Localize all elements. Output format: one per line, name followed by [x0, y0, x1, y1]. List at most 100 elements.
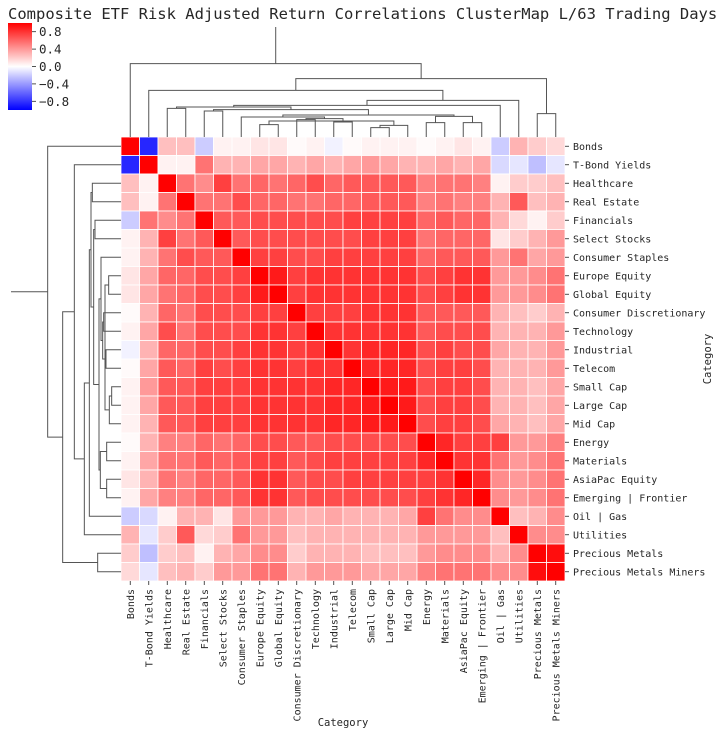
heatmap-cell-utilities--emerging-frontier: [472, 525, 492, 545]
heatmap-cell-emerging-frontier--industrial: [324, 488, 344, 508]
heatmap-cell-t-bond-yields--asiapac-equity: [453, 155, 473, 175]
heatmap-cell-precious-metals-miners--small-cap: [361, 562, 381, 582]
heatmap-cell-precious-metals-miners--utilities: [509, 562, 529, 582]
heatmap-cell-large-cap--energy: [416, 395, 436, 415]
heatmap-cell-oil-gas--mid-cap: [398, 506, 418, 526]
heatmap-cell-global-equity--consumer-discretionary: [287, 284, 307, 304]
heatmap-cell-small-cap--precious-metals: [527, 377, 547, 397]
heatmap-cell-small-cap--precious-metals-miners: [546, 377, 566, 397]
heatmap-cell-healthcare--precious-metals: [527, 173, 547, 193]
heatmap-cell-asiapac-equity--emerging-frontier: [472, 469, 492, 489]
heatmap-cell-small-cap--europe-equity: [250, 377, 270, 397]
heatmap-cell-t-bond-yields--precious-metals: [527, 155, 547, 175]
heatmap-cell-bonds--technology: [305, 136, 325, 156]
heatmap-cell-bonds--consumer-staples: [231, 136, 251, 156]
column-tick-label-utilities: Utilities: [514, 589, 525, 643]
heatmap-cell-utilities--t-bond-yields: [139, 525, 159, 545]
column-tick-label-bonds: Bonds: [126, 589, 137, 619]
column-tick-label-industrial: Industrial: [329, 589, 340, 649]
heatmap-cell-large-cap--materials: [435, 395, 455, 415]
heatmap-cell-utilities--large-cap: [379, 525, 399, 545]
heatmap-cell-precious-metals-miners--oil-gas: [490, 562, 510, 582]
heatmap-cell-t-bond-yields--large-cap: [379, 155, 399, 175]
heatmap-cell-real-estate--europe-equity: [250, 192, 270, 212]
heatmap-cell-mid-cap--asiapac-equity: [453, 414, 473, 434]
heatmap-cell-oil-gas--financials: [194, 506, 214, 526]
heatmap-cell-industrial--energy: [416, 340, 436, 360]
column-tick-label-healthcare: Healthcare: [163, 589, 174, 649]
heatmap-cell-asiapac-equity--select-stocks: [213, 469, 233, 489]
heatmap-cell-select-stocks--utilities: [509, 229, 529, 249]
heatmap-cell-materials--consumer-staples: [231, 451, 251, 471]
heatmap-cell-global-equity--global-equity: [268, 284, 288, 304]
heatmap-cell-bonds--small-cap: [361, 136, 381, 156]
heatmap-cell-consumer-staples--real-estate: [176, 247, 196, 267]
heatmap-cell-global-equity--real-estate: [176, 284, 196, 304]
row-tick-label-consumer-discretionary: Consumer Discretionary: [573, 308, 705, 319]
heatmap-cell-industrial--consumer-discretionary: [287, 340, 307, 360]
heatmap-cell-bonds--energy: [416, 136, 436, 156]
heatmap-cell-technology--energy: [416, 321, 436, 341]
column-dendrogram-link: [259, 124, 279, 137]
heatmap-cell-europe-equity--energy: [416, 266, 436, 286]
heatmap-cell-bonds--oil-gas: [490, 136, 510, 156]
heatmap-cell-technology--financials: [194, 321, 214, 341]
row-dendrogram-link: [103, 312, 121, 332]
heatmap-cell-mid-cap--global-equity: [268, 414, 288, 434]
heatmap-cell-select-stocks--technology: [305, 229, 325, 249]
heatmap-cell-small-cap--healthcare: [157, 377, 177, 397]
column-dendrogram-link: [425, 122, 446, 137]
heatmap-cell-precious-metals--mid-cap: [398, 543, 418, 563]
heatmap-cell-precious-metals--utilities: [509, 543, 529, 563]
heatmap-cell-materials--bonds: [120, 451, 140, 471]
heatmap-cell-telecom--telecom: [342, 358, 362, 378]
heatmap-cell-utilities--small-cap: [361, 525, 381, 545]
heatmap-cell-telecom--utilities: [509, 358, 529, 378]
heatmap-cell-energy--healthcare: [157, 432, 177, 452]
heatmap-cell-consumer-staples--small-cap: [361, 247, 381, 267]
heatmap-cell-healthcare--healthcare: [157, 173, 177, 193]
column-tick-label-europe-equity: Europe Equity: [255, 589, 266, 667]
row-tick-label-large-cap: Large Cap: [573, 401, 627, 412]
heatmap-cell-consumer-staples--global-equity: [268, 247, 288, 267]
heatmap-cell-small-cap--oil-gas: [490, 377, 510, 397]
heatmap-cell-t-bond-yields--technology: [305, 155, 325, 175]
heatmap-cell-global-equity--oil-gas: [490, 284, 510, 304]
heatmap-cell-europe-equity--select-stocks: [213, 266, 233, 286]
heatmap-cell-select-stocks--real-estate: [176, 229, 196, 249]
heatmap-cell-oil-gas--consumer-staples: [231, 506, 251, 526]
heatmap-cell-real-estate--small-cap: [361, 192, 381, 212]
heatmap-cell-asiapac-equity--large-cap: [379, 469, 399, 489]
column-tick-label-small-cap: Small Cap: [366, 589, 377, 643]
row-tick-label-global-equity: Global Equity: [573, 290, 651, 301]
heatmap-cell-emerging-frontier--asiapac-equity: [453, 488, 473, 508]
heatmap-cell-mid-cap--emerging-frontier: [472, 414, 492, 434]
heatmap-cell-europe-equity--europe-equity: [250, 266, 270, 286]
heatmap-cell-asiapac-equity--real-estate: [176, 469, 196, 489]
heatmap-cell-global-equity--select-stocks: [213, 284, 233, 304]
heatmap-cell-europe-equity--bonds: [120, 266, 140, 286]
heatmap-cell-precious-metals--industrial: [324, 543, 344, 563]
row-dendrogram-link: [91, 182, 121, 203]
heatmap-cell-financials--financials: [194, 210, 214, 230]
heatmap-cell-asiapac-equity--europe-equity: [250, 469, 270, 489]
heatmap-cell-small-cap--financials: [194, 377, 214, 397]
row-tick-label-industrial: Industrial: [573, 345, 633, 356]
heatmap-cell-real-estate--precious-metals: [527, 192, 547, 212]
heatmap-cell-financials--asiapac-equity: [453, 210, 473, 230]
heatmap-cell-select-stocks--healthcare: [157, 229, 177, 249]
heatmap-cell-healthcare--real-estate: [176, 173, 196, 193]
heatmap-cell-small-cap--utilities: [509, 377, 529, 397]
heatmap-cell-healthcare--mid-cap: [398, 173, 418, 193]
heatmap-cell-industrial--europe-equity: [250, 340, 270, 360]
column-tick-label-oil-gas: Oil | Gas: [496, 589, 507, 643]
heatmap-cell-large-cap--real-estate: [176, 395, 196, 415]
heatmap-cell-bonds--t-bond-yields: [139, 136, 159, 156]
heatmap-cell-t-bond-yields--precious-metals-miners: [546, 155, 566, 175]
heatmap-cell-energy--telecom: [342, 432, 362, 452]
heatmap-cell-telecom--industrial: [324, 358, 344, 378]
heatmap-cell-healthcare--financials: [194, 173, 214, 193]
heatmap-cell-financials--global-equity: [268, 210, 288, 230]
heatmap-cell-precious-metals-miners--financials: [194, 562, 214, 582]
